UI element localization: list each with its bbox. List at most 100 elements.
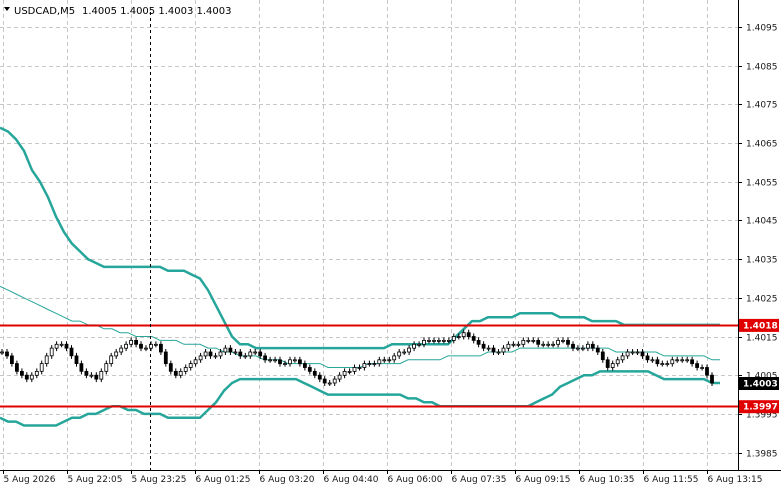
candle — [506, 343, 511, 349]
candle — [173, 370, 178, 376]
candle — [600, 351, 605, 361]
candle — [595, 347, 600, 353]
candle — [436, 339, 441, 342]
candle — [213, 355, 218, 358]
candle — [144, 347, 148, 350]
x-tick-label: 6 Aug 07:35 — [452, 475, 507, 485]
candle — [397, 351, 402, 357]
candle — [9, 355, 14, 364]
candle — [476, 339, 481, 345]
candle — [402, 351, 407, 354]
candle — [581, 347, 585, 350]
candle — [675, 359, 680, 362]
candle — [69, 347, 74, 357]
y-tick-label: 1.4015 — [746, 334, 778, 344]
candle — [288, 359, 292, 365]
chevron-down-icon[interactable] — [4, 7, 10, 11]
candle — [258, 351, 263, 357]
candle — [158, 343, 163, 353]
x-tick-label: 6 Aug 13:15 — [708, 475, 763, 485]
candle — [114, 351, 119, 357]
y-tick-label: 1.4065 — [746, 140, 778, 150]
candle — [586, 343, 590, 349]
candle — [99, 370, 104, 380]
symbol-label: USDCAD,M5 — [14, 6, 75, 17]
candle — [84, 370, 89, 376]
candle — [312, 370, 317, 376]
x-tick-label: 6 Aug 06:00 — [388, 475, 443, 485]
candle — [153, 343, 158, 346]
candle — [660, 363, 665, 366]
candle — [243, 355, 248, 358]
candle — [620, 355, 625, 361]
candle — [163, 351, 168, 365]
candle — [302, 363, 307, 368]
candle — [446, 339, 451, 342]
current-price-tag — [739, 377, 779, 390]
candle — [387, 359, 392, 362]
candle — [665, 363, 670, 366]
candle — [29, 374, 34, 380]
x-tick-label: 6 Aug 09:15 — [516, 475, 571, 485]
candle — [571, 343, 575, 349]
candle — [590, 343, 595, 349]
bollinger-bands — [0, 126, 720, 427]
candle — [640, 351, 645, 357]
candlesticks — [0, 329, 714, 386]
candle — [104, 363, 109, 372]
candle — [382, 359, 387, 362]
candle — [139, 343, 143, 349]
y-tick-label: 1.4045 — [746, 217, 778, 227]
candle — [278, 359, 282, 365]
support-tag-label: 1.3997 — [743, 403, 778, 413]
candle — [546, 343, 551, 346]
candle — [501, 347, 506, 353]
x-tick-label: 6 Aug 01:25 — [196, 475, 251, 485]
candle — [347, 370, 352, 373]
y-tick-label: 1.4035 — [746, 256, 778, 266]
candle — [193, 359, 198, 365]
candle — [461, 332, 466, 338]
candle — [491, 347, 496, 353]
y-tick-label: 1.4095 — [746, 24, 778, 34]
y-tick-label: 1.4025 — [746, 295, 778, 305]
candle — [327, 382, 332, 385]
candle — [39, 363, 44, 372]
candle — [407, 347, 412, 353]
price-tags: 1.4018 1.3997 1.4003 — [739, 318, 779, 414]
candle — [392, 355, 397, 361]
candle — [283, 363, 287, 366]
candle — [685, 359, 690, 362]
upper-band-line — [0, 126, 720, 350]
candle — [183, 367, 188, 372]
candle — [432, 339, 436, 342]
candle — [456, 336, 461, 338]
candle — [695, 363, 699, 368]
candle — [541, 343, 546, 346]
x-tick-label: 5 Aug 2026 — [4, 475, 56, 485]
candle — [5, 351, 9, 357]
y-tick-label: 1.3985 — [746, 450, 778, 460]
candle — [109, 355, 114, 364]
candle — [362, 363, 367, 368]
candle — [516, 343, 521, 346]
y-axis: 1.4095 1.4085 1.4075 1.4065 1.4055 1.4045 1.40… — [738, 24, 778, 460]
candle — [690, 359, 694, 365]
x-axis: 5 Aug 2026 5 Aug 22:05 5 Aug 23:25 6 Aug 01… — [3, 470, 763, 485]
candle — [521, 339, 526, 345]
candle — [471, 336, 476, 341]
candle — [635, 351, 640, 354]
candle — [342, 370, 347, 376]
candle — [89, 374, 94, 377]
candle — [74, 355, 79, 364]
x-tick-label: 6 Aug 10:35 — [580, 475, 635, 485]
candle — [94, 374, 99, 380]
candle — [556, 339, 560, 345]
candle — [531, 339, 536, 342]
candle — [710, 374, 714, 384]
candle — [0, 351, 4, 354]
candle — [332, 378, 337, 384]
candle — [34, 370, 39, 376]
candle — [168, 363, 173, 372]
